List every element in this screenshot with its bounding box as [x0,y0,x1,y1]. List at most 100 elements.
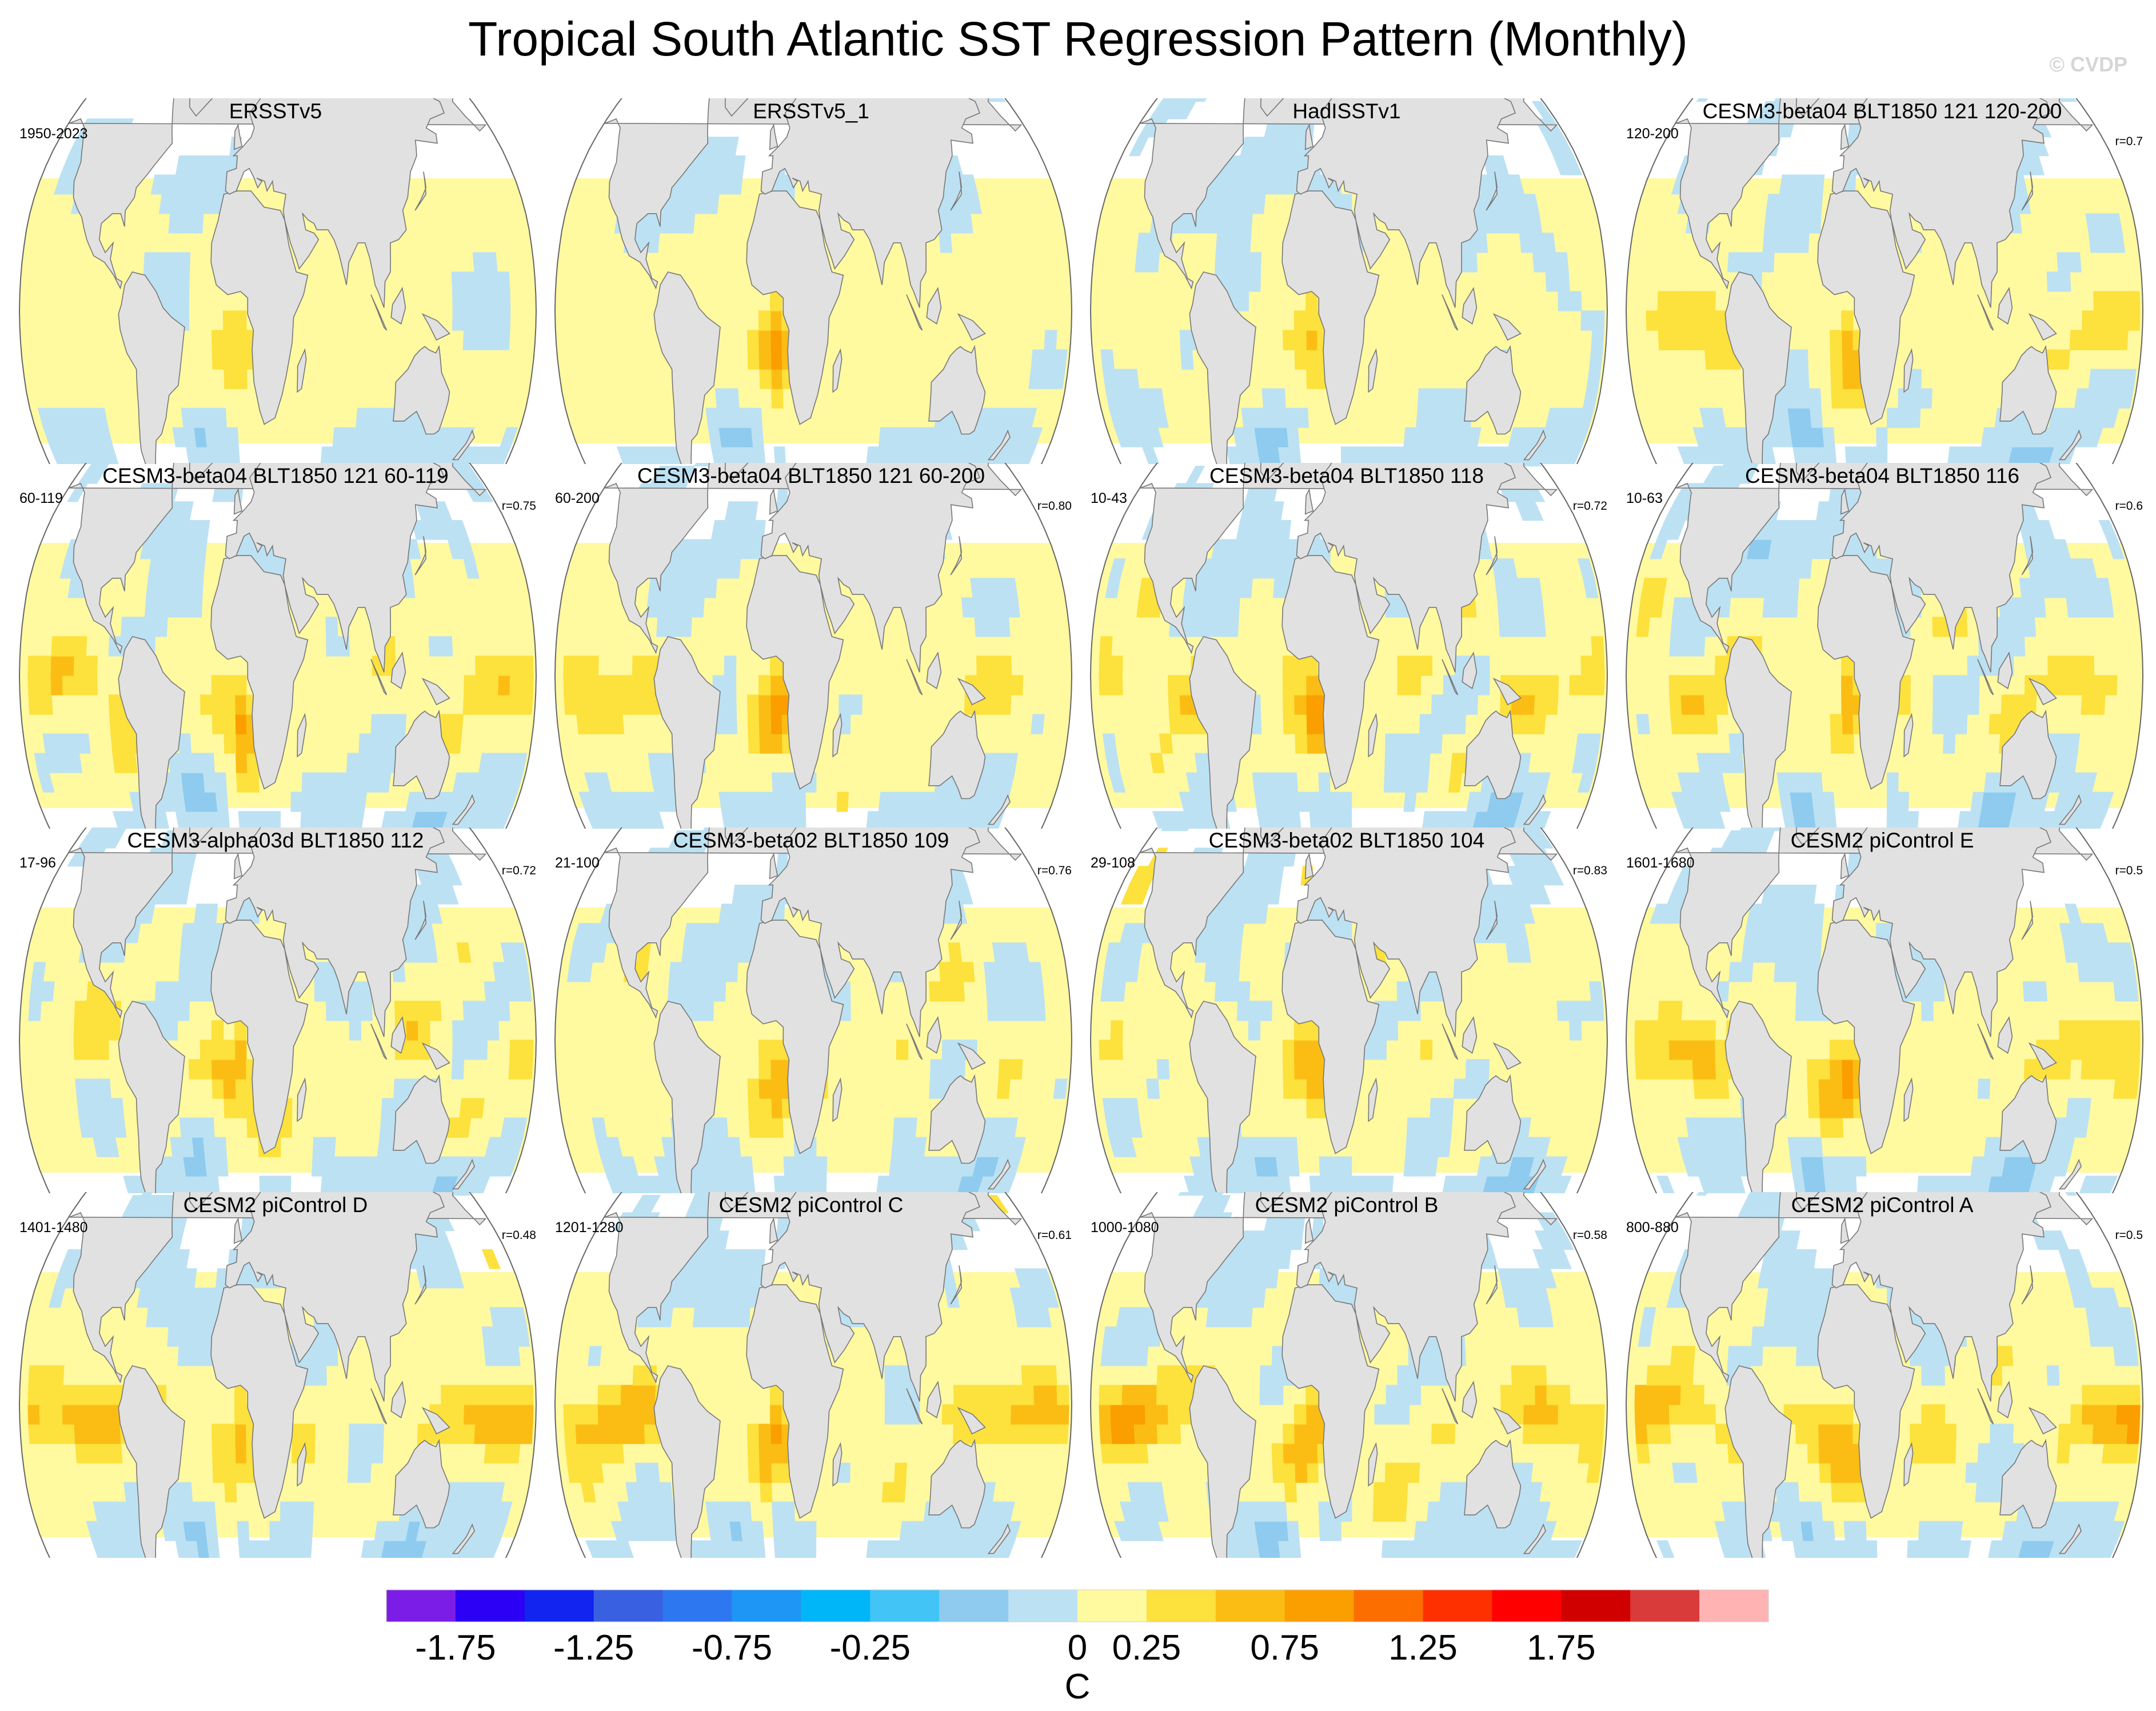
sst-cell [1502,558,1518,579]
sst-cell [120,617,134,637]
sst-cell [758,675,771,695]
sst-cell [223,1098,237,1118]
sst-cell [2046,271,2060,292]
sst-cell [1293,310,1307,331]
sst-cell [1786,388,1800,409]
land-mass [832,1077,843,1122]
sst-cell [1102,733,1117,754]
sst-cell [381,1098,394,1118]
sst-cell [2057,252,2070,273]
land-mass [118,271,185,464]
sst-cell [1492,155,1510,175]
sst-cell [2093,675,2106,695]
sst-cell [235,1098,247,1118]
sst-cell [85,655,98,676]
sst-cell [248,811,261,829]
sst-cell [1476,1059,1490,1080]
sst-cell [701,1001,714,1021]
sst-cell [1031,349,1045,370]
land-mass [210,555,309,790]
sst-cell [1668,310,1682,331]
sst-field [19,827,536,1193]
sst-cell [681,942,696,963]
sst-cell [497,1001,510,1021]
sst-cell [1288,446,1301,464]
sst-cell [1276,539,1289,559]
sst-cell [199,1040,213,1060]
sst-cell [770,388,784,409]
sst-cell [1276,791,1289,812]
sst-cell [1703,291,1716,311]
sst-cell [1263,772,1277,793]
sst-cell [1009,1137,1026,1157]
land-mass [2021,171,2034,211]
sst-cell [759,733,772,754]
sst-cell [1309,811,1322,829]
sst-cell [929,1059,943,1080]
sst-cell [1909,369,1922,389]
sst-cell [770,1117,784,1138]
sst-cell [1384,753,1397,773]
sst-cell [157,578,171,598]
sst-cell [428,1001,442,1021]
sst-cell [98,1078,111,1099]
sst-cell [205,174,218,195]
sst-cell [740,791,754,812]
sst-cell [770,1078,783,1099]
sst-cell [644,655,656,676]
land-mass [1281,555,1380,790]
sst-cell [1785,597,1798,618]
land-mass [1977,659,1994,695]
sst-cell [2116,310,2129,331]
sst-cell [1306,1098,1319,1118]
sst-cell [724,694,737,715]
sst-cell [406,1020,419,1041]
sst-cell [1146,252,1160,273]
sst-cell [747,349,760,370]
sst-cell [486,1020,500,1041]
sst-cell [1508,597,1522,618]
land-mass [1817,190,1915,425]
sst-cell [1273,578,1286,598]
map-panel: CESM3-beta02 BLT1850 104 29-108 r=0.83 [1079,827,1614,1193]
land-mass [987,429,1011,461]
sst-cell [1371,446,1384,464]
sst-cell [1555,252,1569,273]
land-mass [421,677,450,706]
panel-title: CESM3-beta04 BLT1850 121 60-119 [102,464,449,487]
sst-cell [632,694,646,715]
sst-cell [1887,407,1899,428]
sst-cell [462,1001,476,1021]
sst-cell [1177,98,1199,102]
sst-cell [985,617,999,637]
sst-cell [1297,791,1310,812]
land-mass [760,463,981,673]
sst-cell [598,694,612,715]
sst-cell [370,714,384,734]
sst-cell [62,655,75,676]
sst-cell [1453,1078,1467,1099]
sst-cell [1340,446,1352,464]
sst-cell [1774,233,1787,253]
sst-cell [770,349,783,370]
sst-cell [1204,597,1218,618]
sst-cell [773,811,786,829]
land-mass [183,827,234,846]
sst-cell [1786,578,1800,598]
sst-cell [2070,655,2083,676]
map-panel: CESM3-beta04 BLT1850 118 10-43 r=0.72 [1079,463,1614,829]
sst-cell [1730,753,1744,773]
sst-cell [1294,1078,1307,1099]
land-mass [1840,487,1850,515]
sst-cell [1405,1137,1419,1157]
sst-cell [1177,827,1199,831]
sst-cell [1282,675,1295,695]
sst-cell [417,1020,430,1041]
panel-correlation: r=0.72 [1572,499,1607,513]
sst-cell [234,310,247,331]
sst-cell [1403,791,1417,812]
sst-cell [464,310,477,331]
sst-cell [1110,1040,1123,1060]
sst-cell [1785,233,1798,253]
sst-cell [1294,330,1307,350]
